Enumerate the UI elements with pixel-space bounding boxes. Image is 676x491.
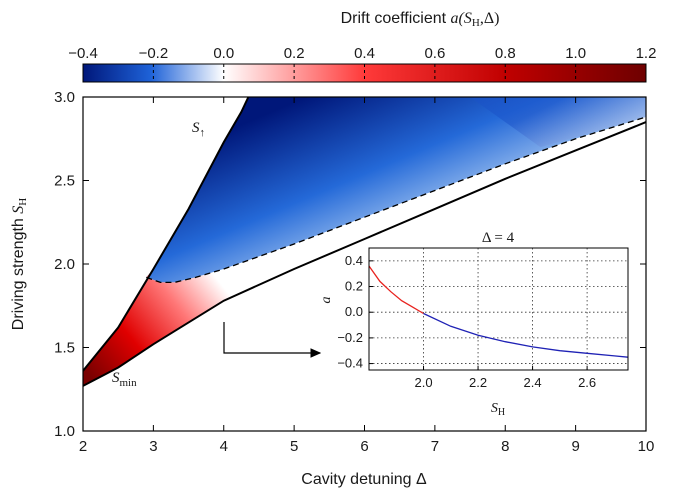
inset-y-tick-label: −0.4 [337, 356, 363, 371]
inset-title: Δ = 4 [482, 230, 515, 246]
y-tick-label: 1.0 [54, 423, 75, 440]
x-tick-label: 9 [571, 438, 579, 455]
colorbar-tick-label: 0.2 [284, 45, 305, 62]
colorbar-tick-label: 1.0 [565, 45, 586, 62]
colorbar-tick-label: 1.2 [636, 45, 657, 62]
colorbar-label: Drift coefficient a(SH,Δ) [341, 10, 500, 29]
y-tick-label: 1.5 [54, 340, 75, 357]
y-tick-label: 2.5 [54, 173, 75, 190]
inset-y-tick-label: 0.2 [345, 279, 363, 294]
inset-x-tick-label: 2.2 [469, 375, 487, 390]
x-tick-label: 7 [431, 438, 439, 455]
s-up-label: S↑ [192, 120, 205, 139]
inset-x-tick-label: 2.4 [524, 375, 542, 390]
colorbar-tick-label: 0.0 [213, 45, 234, 62]
colorbar-tick-label: 0.8 [495, 45, 516, 62]
s-up-boundary-line [83, 97, 250, 372]
colorbar-tick-label: 0.4 [354, 45, 375, 62]
y-axis-label: Driving strength SH [10, 198, 29, 331]
inset-panel: 2.0 2.2 2.4 2.6 0.40.20.0−0.2−0.4 Δ = 4 SH … [319, 230, 629, 418]
x-tick-label: 8 [501, 438, 509, 455]
y-tick-label: 3.0 [54, 89, 75, 106]
x-tick-label: 2 [79, 438, 87, 455]
x-tick-label: 10 [638, 438, 655, 455]
inset-x-label: SH [491, 401, 505, 418]
inset-x-tick-label: 2.0 [414, 375, 432, 390]
x-axis-label: Cavity detuning Δ [301, 471, 427, 488]
negative-drift-region-right [470, 97, 646, 148]
colorbar: Drift coefficient a(SH,Δ) −0.4 −0.2 0.0 0.2… [68, 10, 657, 83]
inset-y-label: a [319, 297, 334, 304]
x-tick-label: 3 [149, 438, 157, 455]
x-tick-label: 4 [220, 438, 228, 455]
inset-y-tick-label: −0.2 [337, 330, 363, 345]
inset-y-tick-label: 0.4 [345, 253, 363, 268]
x-tick-label: 5 [290, 438, 298, 455]
s-min-label: Smin [112, 370, 137, 389]
colorbar-tick-label: −0.4 [68, 45, 98, 62]
inset-frame [368, 247, 629, 371]
colorbar-tick-label: −0.2 [139, 45, 169, 62]
inset-pointer-arrow [223, 322, 322, 358]
y-tick-label: 2.0 [54, 256, 75, 273]
zero-drift-contour-line [146, 116, 646, 284]
negative-drift-region [146, 97, 646, 283]
x-tick-label: 6 [360, 438, 368, 455]
s-min-boundary-line [83, 121, 646, 387]
inset-positive-series-line [369, 265, 424, 315]
inset-negative-series-line [423, 312, 628, 358]
colorbar-tick-label: 0.6 [424, 45, 445, 62]
inset-y-tick-label: 0.0 [345, 304, 363, 319]
inset-x-tick-label: 2.6 [578, 375, 596, 390]
